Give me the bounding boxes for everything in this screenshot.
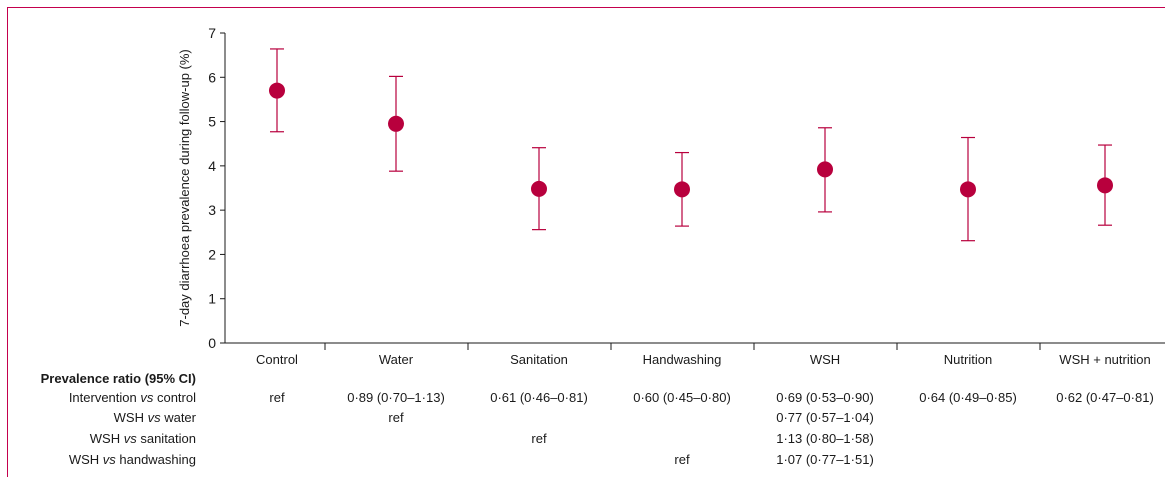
table-cell: 0·64 (0·49–0·85): [919, 390, 1017, 405]
data-point: [1097, 177, 1113, 194]
table-cell: 0·89 (0·70–1·13): [347, 390, 445, 405]
table-cell: 1·07 (0·77–1·51): [776, 452, 874, 467]
y-axis-label: 7-day diarrhoea prevalence during follow…: [177, 49, 192, 326]
data-point: [674, 181, 690, 198]
y-tick-label: 6: [208, 69, 216, 85]
table-cell: ref: [531, 431, 547, 446]
x-tick-label: Sanitation: [510, 352, 568, 367]
row-label: WSH vs handwashing: [69, 452, 196, 467]
y-tick-label: 2: [208, 246, 216, 262]
ratio-table: Intervention vs control ref 0·89 (0·70–1·1…: [69, 390, 1154, 467]
table-header: Prevalence ratio (95% CI): [41, 371, 196, 386]
row-label: Intervention vs control: [69, 390, 196, 405]
y-tick-label: 0: [208, 335, 216, 351]
x-tick-label: Water: [379, 352, 414, 367]
row-label: WSH vs sanitation: [90, 431, 196, 446]
data-point: [388, 115, 404, 132]
chart-marks: [269, 48, 1113, 242]
data-point: [269, 82, 285, 99]
x-tick-label: Handwashing: [643, 352, 722, 367]
x-tick-label: WSH: [810, 352, 840, 367]
table-cell: 0·69 (0·53–0·90): [776, 390, 874, 405]
data-point: [960, 181, 976, 198]
table-cell: 1·13 (0·80–1·58): [776, 431, 874, 446]
y-tick-label: 1: [208, 291, 216, 307]
table-cell: 0·77 (0·57–1·04): [776, 410, 874, 425]
data-point: [531, 180, 547, 197]
y-tick-label: 3: [208, 202, 216, 218]
table-cell: ref: [388, 410, 404, 425]
table-cell: 0·60 (0·45–0·80): [633, 390, 731, 405]
table-cell: 0·61 (0·46–0·81): [490, 390, 588, 405]
axes: 0 1 2 3 4 5 6 7 Control Water Sanitation Handwashin…: [208, 25, 1165, 367]
figure-frame: [7, 7, 1165, 477]
table-cell: ref: [674, 452, 690, 467]
x-tick-label: WSH + nutrition: [1059, 352, 1150, 367]
table-cell: ref: [269, 390, 285, 405]
y-tick-label: 4: [208, 158, 216, 174]
y-tick-label: 5: [208, 114, 216, 130]
x-tick-label: Nutrition: [944, 352, 992, 367]
table-cell: 0·62 (0·47–0·81): [1056, 390, 1154, 405]
x-tick-label: Control: [256, 352, 298, 367]
row-label: WSH vs water: [114, 410, 197, 425]
data-point: [817, 161, 833, 178]
y-tick-label: 7: [208, 25, 216, 41]
